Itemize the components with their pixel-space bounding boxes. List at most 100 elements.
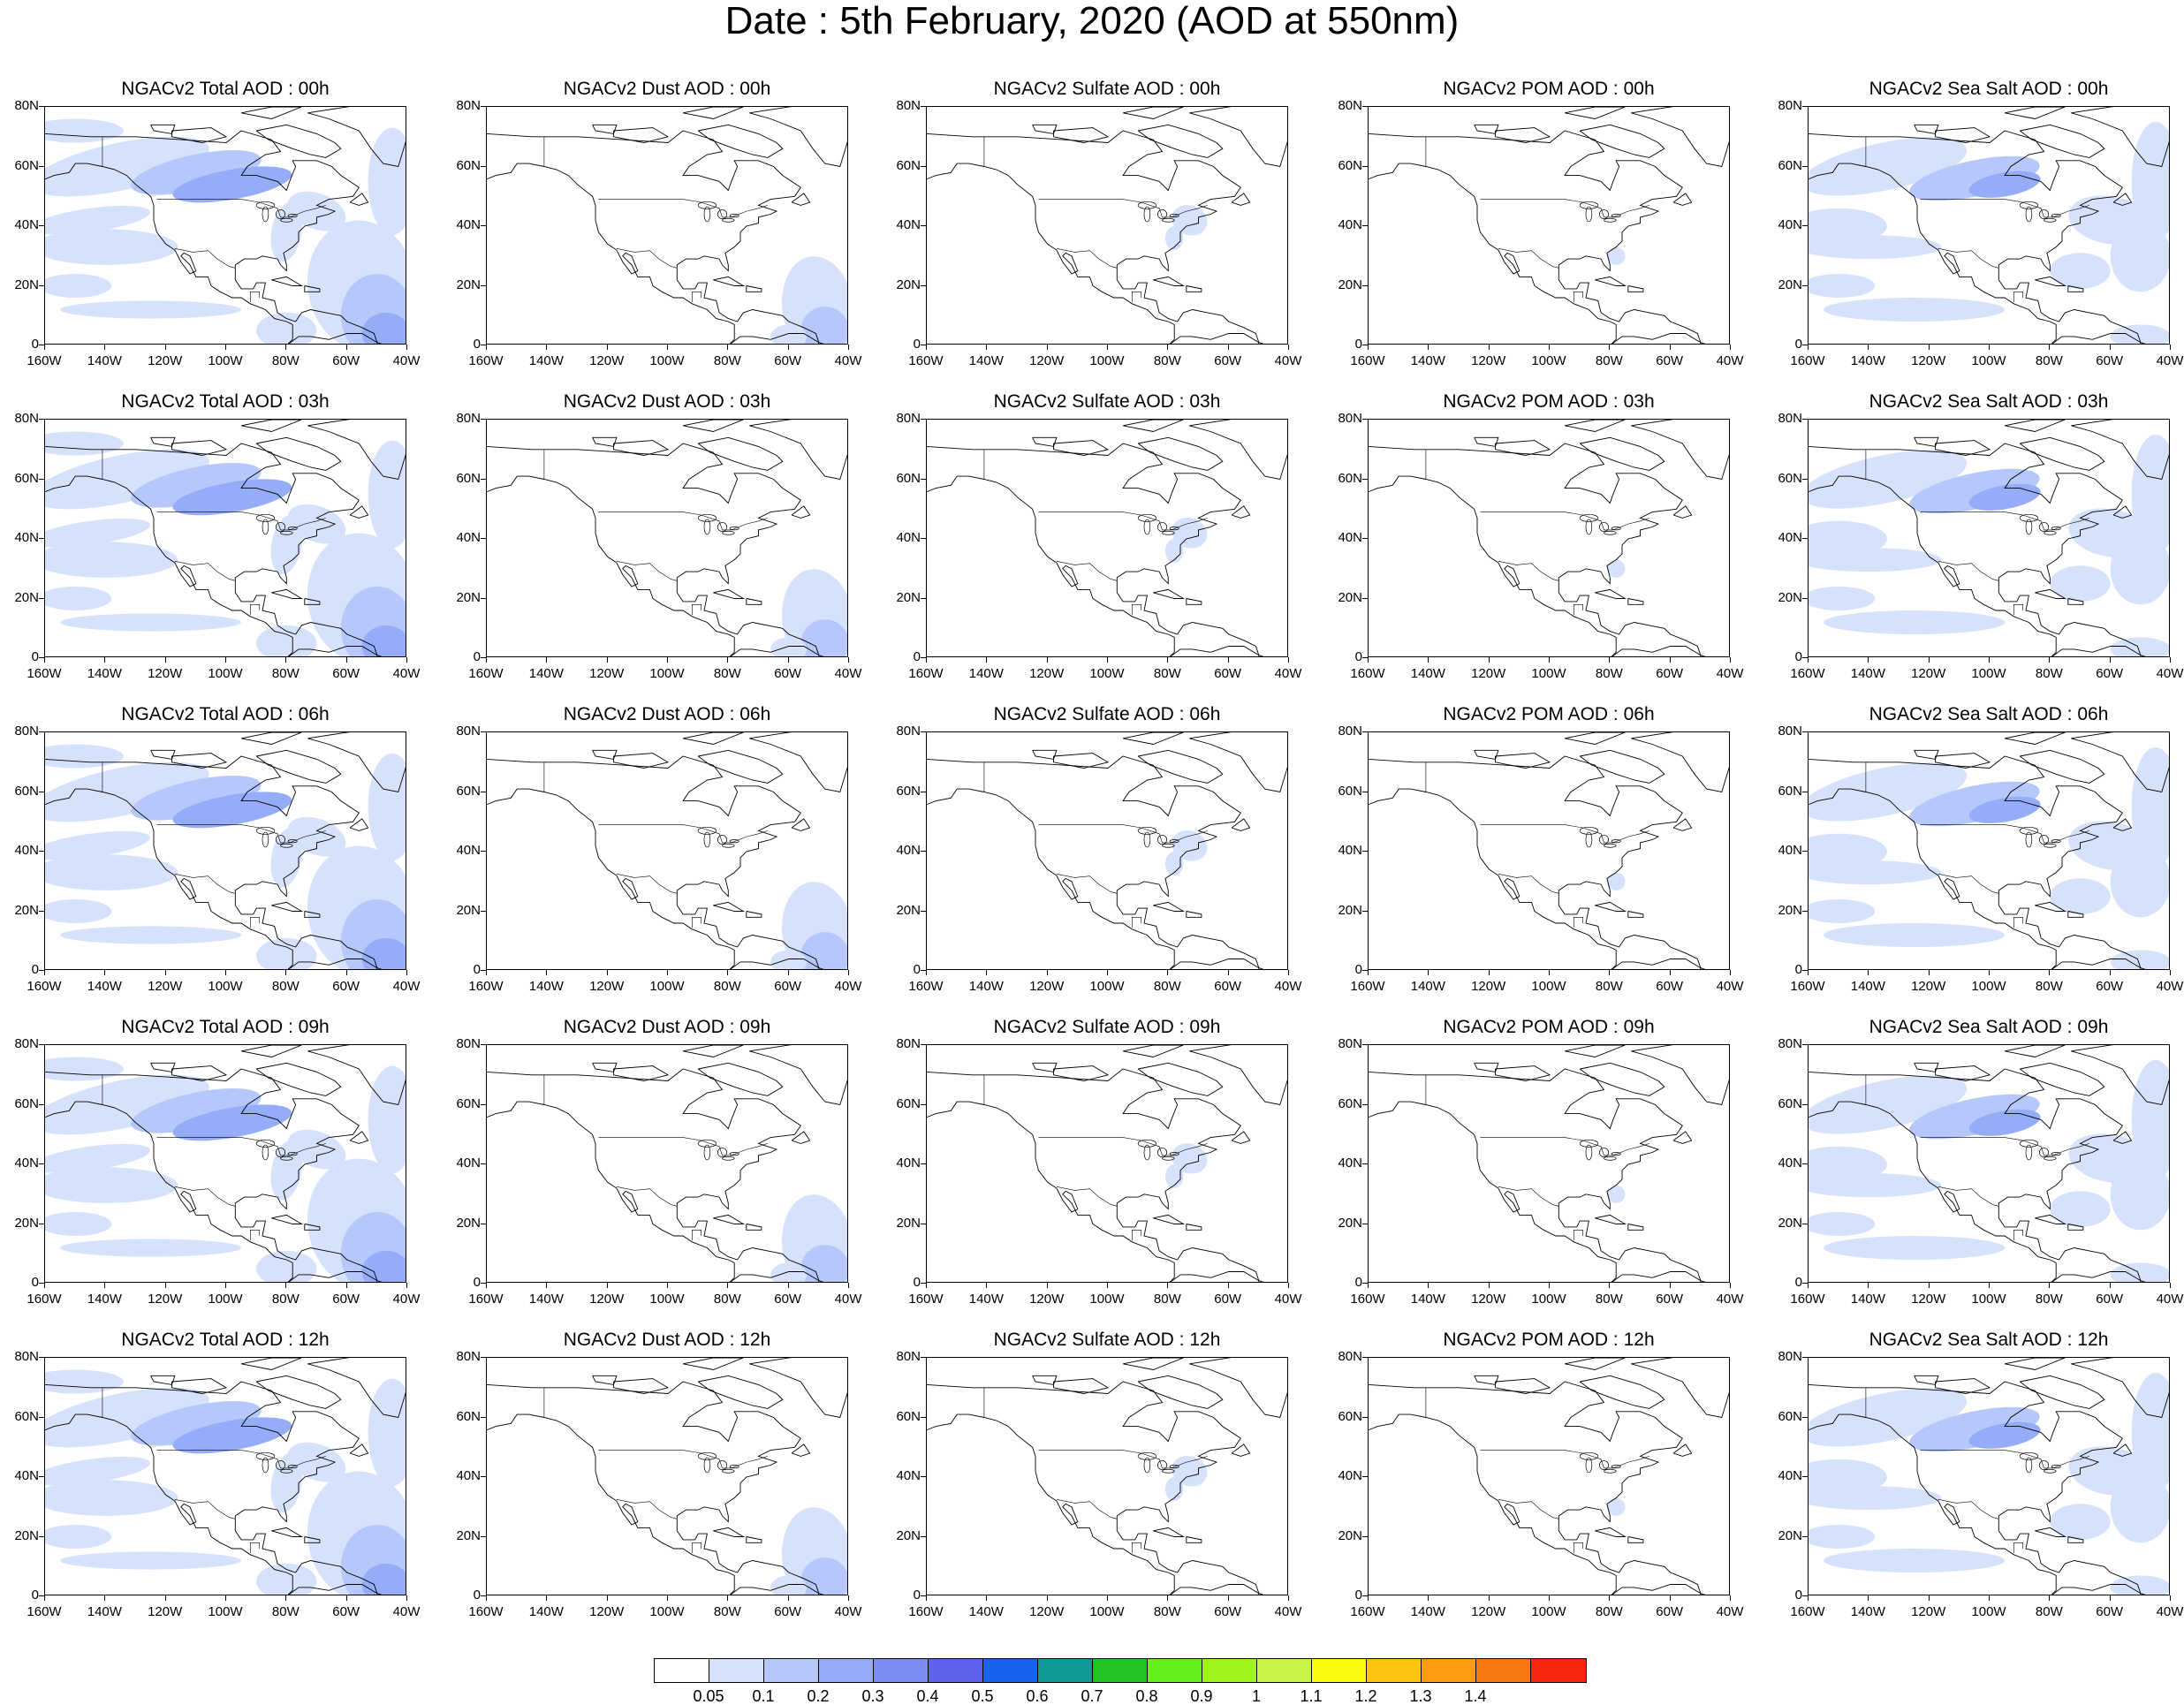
lon-tick [2170, 1595, 2171, 1601]
lat-tick [1362, 165, 1368, 167]
great-lake [722, 217, 735, 223]
aod-field [2110, 1262, 2169, 1282]
aod-map [45, 107, 406, 344]
lon-tick [606, 345, 608, 350]
lon-label: 60W [1656, 1292, 1684, 1307]
country-border [692, 604, 701, 616]
country-border [250, 292, 260, 303]
aod-field [256, 625, 317, 656]
lat-label: 40N [456, 843, 481, 858]
coastline [2051, 1271, 2146, 1282]
lat-label: 60N [14, 783, 39, 799]
coastline [2071, 420, 2169, 481]
lon-tick [1808, 970, 1809, 975]
lon-label: 100W [649, 1604, 685, 1619]
lat-label: 0 [1354, 1275, 1362, 1290]
lon-tick [2049, 1283, 2051, 1288]
coastline [1186, 1224, 1202, 1231]
great-lake [262, 831, 269, 848]
aod-field [45, 518, 150, 548]
lon-label: 120W [148, 1292, 183, 1307]
coastline [288, 959, 383, 969]
coastline [241, 732, 302, 745]
lon-tick [1549, 657, 1550, 663]
lon-tick [546, 657, 548, 663]
lon-tick [406, 1595, 407, 1601]
aod-field [2110, 1158, 2169, 1231]
coastline [2051, 333, 2146, 344]
lat-tick [1362, 1476, 1368, 1477]
coastline [2112, 1444, 2133, 1457]
panel-title: NGACv2 POM AOD : 09h [1443, 1017, 1655, 1037]
lon-tick [1808, 1595, 1809, 1601]
lon-tick [1989, 657, 1990, 663]
country-border [250, 1542, 260, 1554]
lon-tick [1368, 970, 1369, 975]
lon-label: 100W [1089, 1292, 1125, 1307]
lon-label: 40W [1716, 979, 1744, 994]
aod-field [770, 1262, 808, 1282]
country-border [598, 824, 768, 844]
lat-label: 0 [473, 1275, 481, 1290]
lat-tick [481, 478, 486, 480]
lat-label: 20N [896, 1527, 921, 1543]
lat-tick [481, 225, 486, 226]
great-lake [722, 1468, 735, 1474]
great-lake [2051, 839, 2061, 844]
lat-tick [1802, 538, 1808, 539]
lon-tick [104, 1283, 106, 1288]
lon-label: 160W [27, 1292, 62, 1307]
lat-tick [481, 1283, 486, 1284]
lat-label: 60N [896, 157, 921, 173]
coastline [1631, 107, 1729, 168]
coastline [791, 505, 811, 519]
coastline [1611, 1584, 1706, 1595]
great-lake [703, 831, 711, 848]
lon-tick [667, 657, 668, 663]
lon-tick [1368, 345, 1369, 350]
lon-tick [225, 970, 226, 975]
panel-title: NGACv2 Sulfate AOD : 00h [993, 79, 1221, 99]
lon-tick [1488, 1595, 1490, 1601]
great-lake [1585, 206, 1593, 223]
great-lake [717, 1460, 727, 1470]
lon-label: 160W [1790, 353, 1825, 368]
lon-label: 140W [528, 1292, 564, 1307]
lat-label: 40N [456, 1468, 481, 1483]
country-border [1498, 248, 1559, 269]
lon-tick [1288, 1283, 1289, 1288]
lon-tick [44, 1283, 45, 1288]
lat-tick [1802, 1103, 1808, 1105]
lon-label: 100W [1089, 353, 1125, 368]
coastline [2112, 505, 2133, 519]
lon-label: 160W [27, 353, 62, 368]
lat-label: 60N [1778, 470, 1802, 486]
coastline [171, 1065, 228, 1081]
map-panel: NGACv2 Sulfate AOD : 12h 80N 60N 40N 20N 0 160… [882, 1330, 1323, 1640]
lon-tick [2049, 657, 2051, 663]
lat-tick [921, 1476, 926, 1477]
country-border [616, 1499, 678, 1519]
coastline [1631, 1045, 1729, 1106]
aod-field [45, 854, 178, 890]
coastline [349, 1444, 369, 1457]
great-lake [1157, 835, 1167, 845]
lon-label: 120W [1471, 979, 1506, 994]
lat-tick [39, 1103, 44, 1105]
map-panel: NGACv2 Sea Salt AOD : 00h 80N 60N 40N 20N 0 16… [1763, 79, 2184, 389]
coastline [2005, 1045, 2066, 1057]
lat-label: 20N [1338, 589, 1362, 605]
coastline [1627, 911, 1644, 918]
lat-tick [1802, 657, 1808, 658]
lat-tick [921, 106, 926, 107]
aod-field [2131, 121, 2169, 241]
lat-label: 80N [896, 98, 921, 113]
great-lake [2019, 1139, 2039, 1148]
coastline [1032, 436, 1058, 447]
lat-tick [921, 538, 926, 539]
lat-tick [1802, 1416, 1808, 1418]
aod-field [45, 587, 112, 610]
lon-tick [606, 970, 608, 975]
lon-tick [225, 1283, 226, 1288]
lon-tick [164, 970, 166, 975]
